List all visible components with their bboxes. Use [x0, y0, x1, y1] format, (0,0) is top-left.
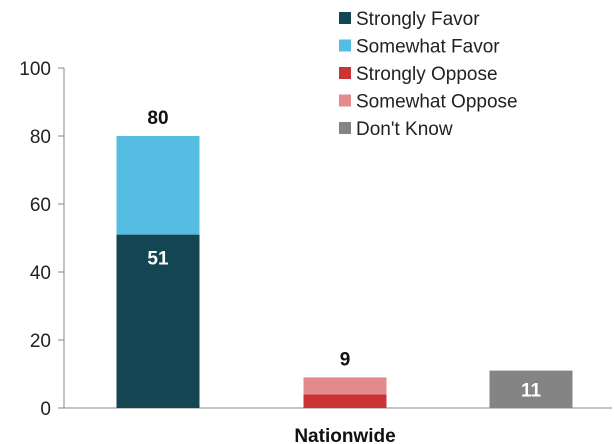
axes: 0 20 40 60 80 100	[19, 59, 612, 420]
data-label: 11	[521, 380, 542, 401]
legend: Strongly Favor Somewhat Favor Strongly Opp…	[339, 9, 518, 140]
bar-segment	[303, 377, 387, 395]
x-axis-label: Nationwide	[294, 426, 395, 444]
y-tick-label: 20	[30, 331, 51, 352]
legend-label: Strongly Oppose	[356, 64, 498, 85]
legend-swatch	[339, 67, 351, 79]
total-label: 9	[340, 349, 351, 370]
y-tick-label: 0	[40, 399, 51, 420]
bar-segment	[116, 234, 200, 408]
bars: 51 80 9 11	[116, 108, 573, 408]
legend-swatch	[339, 94, 351, 107]
legend-swatch	[339, 122, 351, 134]
y-tick-label: 80	[30, 127, 51, 148]
legend-swatch	[339, 12, 351, 24]
data-label: 51	[147, 249, 169, 270]
legend-label: Somewhat Favor	[356, 37, 500, 58]
y-tick-label: 100	[19, 59, 51, 80]
bar-segment	[489, 370, 573, 408]
legend-label: Don't Know	[356, 119, 453, 140]
total-label: 80	[147, 108, 168, 129]
legend-label: Strongly Favor	[356, 9, 480, 30]
bar-segment	[303, 394, 387, 408]
legend-swatch	[339, 39, 351, 52]
y-tick-label: 60	[30, 195, 51, 216]
bar-segment	[116, 136, 200, 235]
y-tick-label: 40	[30, 263, 51, 284]
legend-label: Somewhat Oppose	[356, 92, 518, 113]
